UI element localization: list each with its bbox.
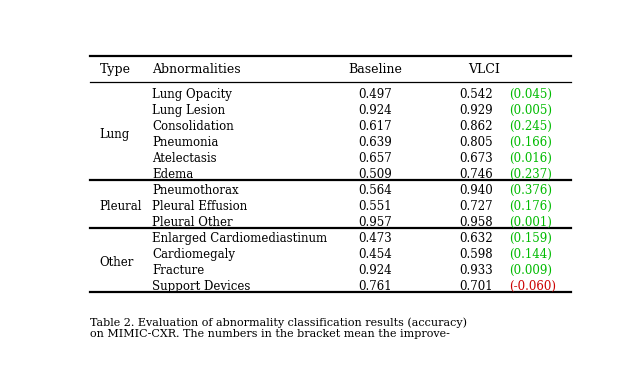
Text: 0.727: 0.727 <box>460 200 493 213</box>
Text: (0.176): (0.176) <box>509 200 552 213</box>
Text: 0.454: 0.454 <box>358 248 392 261</box>
Text: 0.551: 0.551 <box>358 200 392 213</box>
Text: on MIMIC-CXR. The numbers in the bracket mean the improve-: on MIMIC-CXR. The numbers in the bracket… <box>90 329 450 339</box>
Text: (0.376): (0.376) <box>509 184 552 197</box>
Text: (0.237): (0.237) <box>509 168 552 181</box>
Text: Other: Other <box>100 256 134 269</box>
Text: Pleural: Pleural <box>100 200 142 213</box>
Text: 0.805: 0.805 <box>460 136 493 149</box>
Text: (0.245): (0.245) <box>509 120 552 133</box>
Text: 0.639: 0.639 <box>358 136 392 149</box>
Text: Support Devices: Support Devices <box>152 280 250 293</box>
Text: 0.746: 0.746 <box>460 168 493 181</box>
Text: (0.005): (0.005) <box>509 104 552 118</box>
Text: 0.509: 0.509 <box>358 168 392 181</box>
Text: Lung: Lung <box>100 128 130 141</box>
Text: Pleural Other: Pleural Other <box>152 216 232 229</box>
Text: Edema: Edema <box>152 168 193 181</box>
Text: (-0.060): (-0.060) <box>509 280 556 293</box>
Text: Pneumothorax: Pneumothorax <box>152 184 239 197</box>
Text: Cardiomegaly: Cardiomegaly <box>152 248 235 261</box>
Text: 0.701: 0.701 <box>460 280 493 293</box>
Text: (0.159): (0.159) <box>509 232 552 245</box>
Text: Type: Type <box>100 63 131 76</box>
Text: 0.564: 0.564 <box>358 184 392 197</box>
Text: Baseline: Baseline <box>348 63 402 76</box>
Text: 0.924: 0.924 <box>358 104 392 118</box>
Text: (0.144): (0.144) <box>509 248 552 261</box>
Text: 0.497: 0.497 <box>358 88 392 101</box>
Text: 0.924: 0.924 <box>358 264 392 277</box>
Text: 0.958: 0.958 <box>460 216 493 229</box>
Text: 0.862: 0.862 <box>460 120 493 133</box>
Text: 0.473: 0.473 <box>358 232 392 245</box>
Text: Pneumonia: Pneumonia <box>152 136 218 149</box>
Text: 0.761: 0.761 <box>358 280 392 293</box>
Text: 0.657: 0.657 <box>358 152 392 165</box>
Text: 0.957: 0.957 <box>358 216 392 229</box>
Text: Enlarged Cardiomediastinum: Enlarged Cardiomediastinum <box>152 232 327 245</box>
Text: Fracture: Fracture <box>152 264 204 277</box>
Text: 0.542: 0.542 <box>460 88 493 101</box>
Text: Consolidation: Consolidation <box>152 120 234 133</box>
Text: Abnormalities: Abnormalities <box>152 63 241 76</box>
Text: 0.940: 0.940 <box>460 184 493 197</box>
Text: 0.617: 0.617 <box>358 120 392 133</box>
Text: Table 2. Evaluation of abnormality classification results (accuracy): Table 2. Evaluation of abnormality class… <box>90 318 467 328</box>
Text: (0.016): (0.016) <box>509 152 552 165</box>
Text: 0.632: 0.632 <box>460 232 493 245</box>
Text: (0.166): (0.166) <box>509 136 552 149</box>
Text: (0.001): (0.001) <box>509 216 552 229</box>
Text: Pleural Effusion: Pleural Effusion <box>152 200 247 213</box>
Text: 0.673: 0.673 <box>460 152 493 165</box>
Text: VLCI: VLCI <box>468 63 500 76</box>
Text: Lung Opacity: Lung Opacity <box>152 88 232 101</box>
Text: 0.598: 0.598 <box>460 248 493 261</box>
Text: (0.045): (0.045) <box>509 88 552 101</box>
Text: Atelectasis: Atelectasis <box>152 152 216 165</box>
Text: 0.933: 0.933 <box>460 264 493 277</box>
Text: (0.009): (0.009) <box>509 264 552 277</box>
Text: 0.929: 0.929 <box>460 104 493 118</box>
Text: Lung Lesion: Lung Lesion <box>152 104 225 118</box>
